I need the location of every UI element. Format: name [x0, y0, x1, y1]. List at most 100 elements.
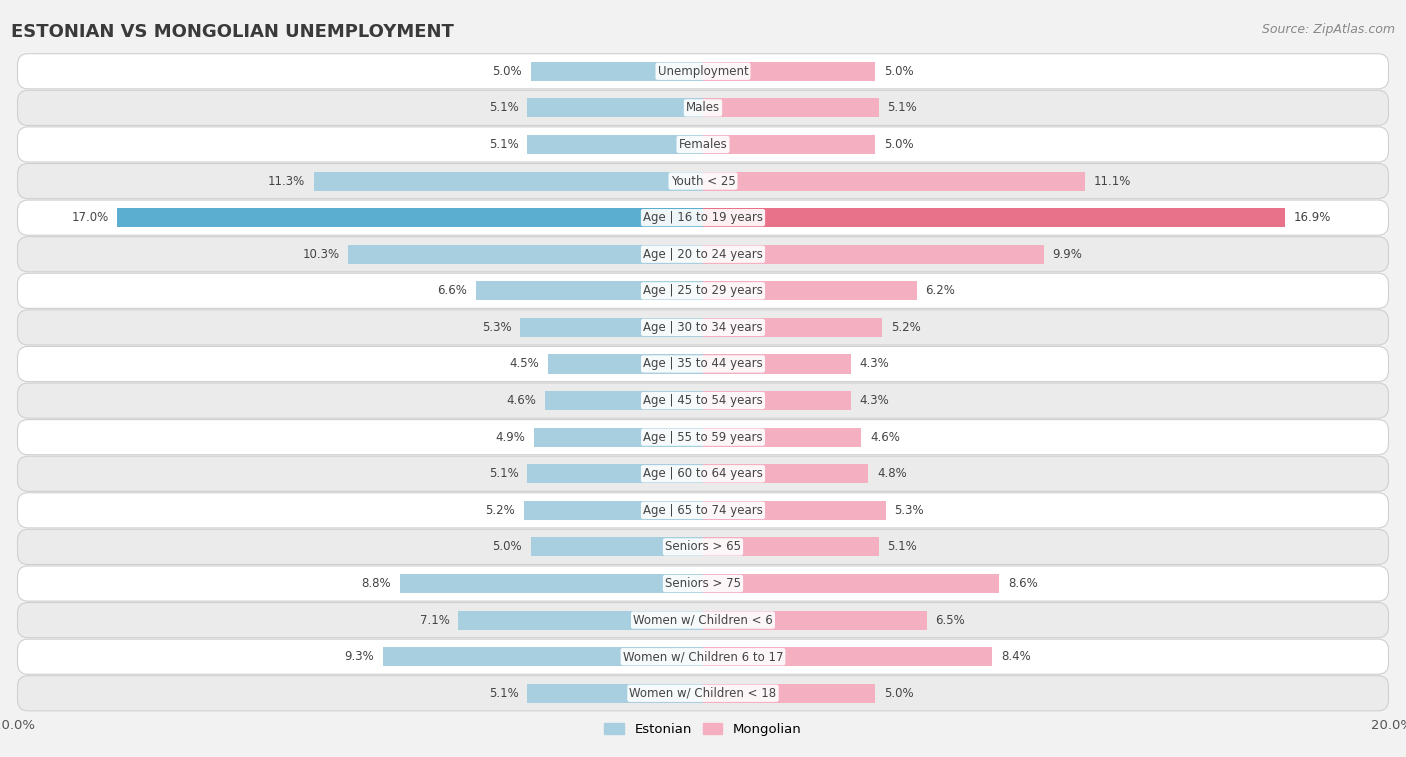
Text: 8.4%: 8.4% — [1001, 650, 1031, 663]
Bar — [703, 391, 851, 410]
Legend: Estonian, Mongolian: Estonian, Mongolian — [599, 717, 807, 741]
Bar — [703, 318, 882, 337]
FancyBboxPatch shape — [17, 419, 1389, 455]
Text: Females: Females — [679, 138, 727, 151]
Text: 5.0%: 5.0% — [492, 540, 522, 553]
Text: Women w/ Children < 18: Women w/ Children < 18 — [630, 687, 776, 699]
Text: Age | 65 to 74 years: Age | 65 to 74 years — [643, 504, 763, 517]
Text: Source: ZipAtlas.com: Source: ZipAtlas.com — [1261, 23, 1395, 36]
Bar — [703, 172, 1085, 191]
Text: Women w/ Children < 6: Women w/ Children < 6 — [633, 614, 773, 627]
FancyBboxPatch shape — [17, 456, 1389, 491]
Bar — [531, 62, 703, 81]
Text: 4.6%: 4.6% — [870, 431, 900, 444]
Text: 5.1%: 5.1% — [887, 540, 917, 553]
Bar — [527, 684, 703, 702]
Bar — [703, 647, 993, 666]
Text: 5.1%: 5.1% — [489, 467, 519, 480]
FancyBboxPatch shape — [17, 54, 1389, 89]
Text: 8.8%: 8.8% — [361, 577, 391, 590]
FancyBboxPatch shape — [17, 273, 1389, 308]
Text: Unemployment: Unemployment — [658, 65, 748, 78]
Bar — [117, 208, 703, 227]
Text: 6.2%: 6.2% — [925, 285, 955, 298]
Bar — [703, 98, 879, 117]
Text: 4.3%: 4.3% — [859, 357, 890, 370]
FancyBboxPatch shape — [17, 493, 1389, 528]
Text: 11.1%: 11.1% — [1094, 175, 1132, 188]
Text: 6.6%: 6.6% — [437, 285, 467, 298]
FancyBboxPatch shape — [17, 90, 1389, 126]
Text: Age | 35 to 44 years: Age | 35 to 44 years — [643, 357, 763, 370]
Text: Women w/ Children 6 to 17: Women w/ Children 6 to 17 — [623, 650, 783, 663]
Text: 4.6%: 4.6% — [506, 394, 536, 407]
Text: 6.5%: 6.5% — [935, 614, 966, 627]
Text: Age | 45 to 54 years: Age | 45 to 54 years — [643, 394, 763, 407]
FancyBboxPatch shape — [17, 639, 1389, 674]
Text: Seniors > 75: Seniors > 75 — [665, 577, 741, 590]
Text: 5.0%: 5.0% — [884, 687, 914, 699]
Text: 11.3%: 11.3% — [269, 175, 305, 188]
Text: 5.1%: 5.1% — [489, 101, 519, 114]
Bar — [703, 537, 879, 556]
Bar — [382, 647, 703, 666]
FancyBboxPatch shape — [17, 200, 1389, 235]
Text: 4.9%: 4.9% — [496, 431, 526, 444]
Bar — [548, 354, 703, 373]
Bar — [520, 318, 703, 337]
Text: 8.6%: 8.6% — [1008, 577, 1038, 590]
Text: 4.3%: 4.3% — [859, 394, 890, 407]
Bar — [703, 574, 1000, 593]
Text: 5.3%: 5.3% — [482, 321, 512, 334]
Text: Seniors > 65: Seniors > 65 — [665, 540, 741, 553]
Text: Males: Males — [686, 101, 720, 114]
Text: 5.1%: 5.1% — [489, 687, 519, 699]
Bar — [703, 135, 875, 154]
Text: 5.0%: 5.0% — [884, 138, 914, 151]
Bar — [527, 135, 703, 154]
Text: 17.0%: 17.0% — [72, 211, 108, 224]
Bar — [349, 245, 703, 263]
FancyBboxPatch shape — [17, 529, 1389, 565]
FancyBboxPatch shape — [17, 676, 1389, 711]
Bar — [703, 428, 862, 447]
Bar — [399, 574, 703, 593]
Text: 4.5%: 4.5% — [509, 357, 540, 370]
Text: 4.8%: 4.8% — [877, 467, 907, 480]
Bar — [703, 684, 875, 702]
FancyBboxPatch shape — [17, 383, 1389, 418]
FancyBboxPatch shape — [17, 127, 1389, 162]
Bar — [524, 501, 703, 520]
Text: 5.3%: 5.3% — [894, 504, 924, 517]
Text: Age | 20 to 24 years: Age | 20 to 24 years — [643, 248, 763, 260]
Text: 16.9%: 16.9% — [1294, 211, 1331, 224]
Text: 5.2%: 5.2% — [485, 504, 515, 517]
Bar — [703, 354, 851, 373]
Bar — [703, 208, 1285, 227]
Bar — [703, 611, 927, 630]
Text: Age | 16 to 19 years: Age | 16 to 19 years — [643, 211, 763, 224]
Bar — [703, 464, 869, 483]
Text: ESTONIAN VS MONGOLIAN UNEMPLOYMENT: ESTONIAN VS MONGOLIAN UNEMPLOYMENT — [11, 23, 454, 41]
Bar — [544, 391, 703, 410]
FancyBboxPatch shape — [17, 237, 1389, 272]
Text: Age | 30 to 34 years: Age | 30 to 34 years — [643, 321, 763, 334]
Text: Age | 25 to 29 years: Age | 25 to 29 years — [643, 285, 763, 298]
Bar — [314, 172, 703, 191]
Bar — [531, 537, 703, 556]
Text: 5.0%: 5.0% — [492, 65, 522, 78]
Bar — [458, 611, 703, 630]
Text: 5.0%: 5.0% — [884, 65, 914, 78]
Bar — [527, 464, 703, 483]
Bar — [703, 62, 875, 81]
Text: 7.1%: 7.1% — [420, 614, 450, 627]
Text: 9.9%: 9.9% — [1053, 248, 1083, 260]
Bar — [534, 428, 703, 447]
Text: Youth < 25: Youth < 25 — [671, 175, 735, 188]
Text: Age | 55 to 59 years: Age | 55 to 59 years — [643, 431, 763, 444]
Text: 5.2%: 5.2% — [891, 321, 921, 334]
Bar — [527, 98, 703, 117]
FancyBboxPatch shape — [17, 603, 1389, 637]
FancyBboxPatch shape — [17, 310, 1389, 345]
Bar — [703, 245, 1045, 263]
